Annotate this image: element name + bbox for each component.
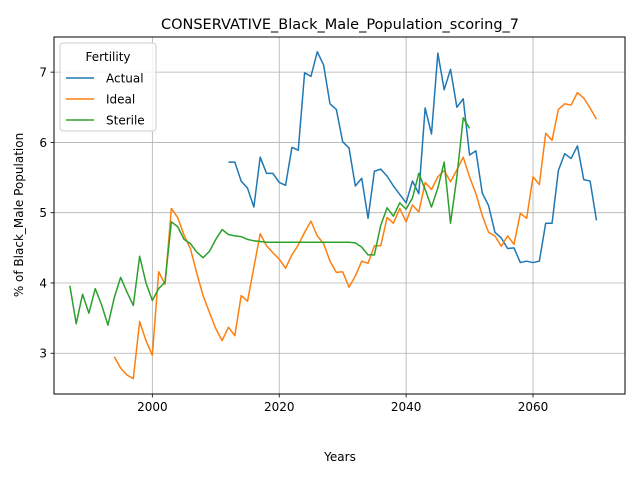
- legend-label-sterile: Sterile: [106, 114, 145, 128]
- x-tick-label: 2000: [137, 400, 168, 414]
- y-tick-label: 4: [39, 276, 47, 290]
- y-tick-label: 5: [39, 206, 47, 220]
- y-tick-label: 3: [39, 347, 47, 361]
- series-line-ideal: [113, 91, 598, 380]
- x-tick-label: 2060: [518, 400, 549, 414]
- y-tick-label: 6: [39, 136, 47, 150]
- legend-label-ideal: Ideal: [106, 93, 135, 107]
- axes: 2000 2020 2040 2060 3 4 5 6 7: [39, 66, 548, 414]
- x-axis-label: Years: [323, 450, 356, 464]
- legend: Fertility Actual Ideal Sterile: [59, 42, 157, 132]
- x-tick-label: 2040: [391, 400, 422, 414]
- y-axis-label: % of Black_Male Population: [12, 133, 26, 297]
- legend-label-actual: Actual: [106, 72, 144, 86]
- legend-box: [59, 42, 157, 132]
- legend-items: Actual Ideal Sterile: [66, 72, 145, 128]
- chart-title: CONSERVATIVE_Black_Male_Population_scori…: [161, 17, 519, 33]
- series-line-sterile: [69, 117, 471, 326]
- x-tick-label: 2020: [264, 400, 295, 414]
- y-tick-label: 7: [39, 66, 47, 80]
- plot-frame: [53, 36, 626, 395]
- legend-title: Fertility: [85, 50, 130, 64]
- series-lines: [69, 51, 598, 380]
- series-line-actual: [228, 51, 598, 264]
